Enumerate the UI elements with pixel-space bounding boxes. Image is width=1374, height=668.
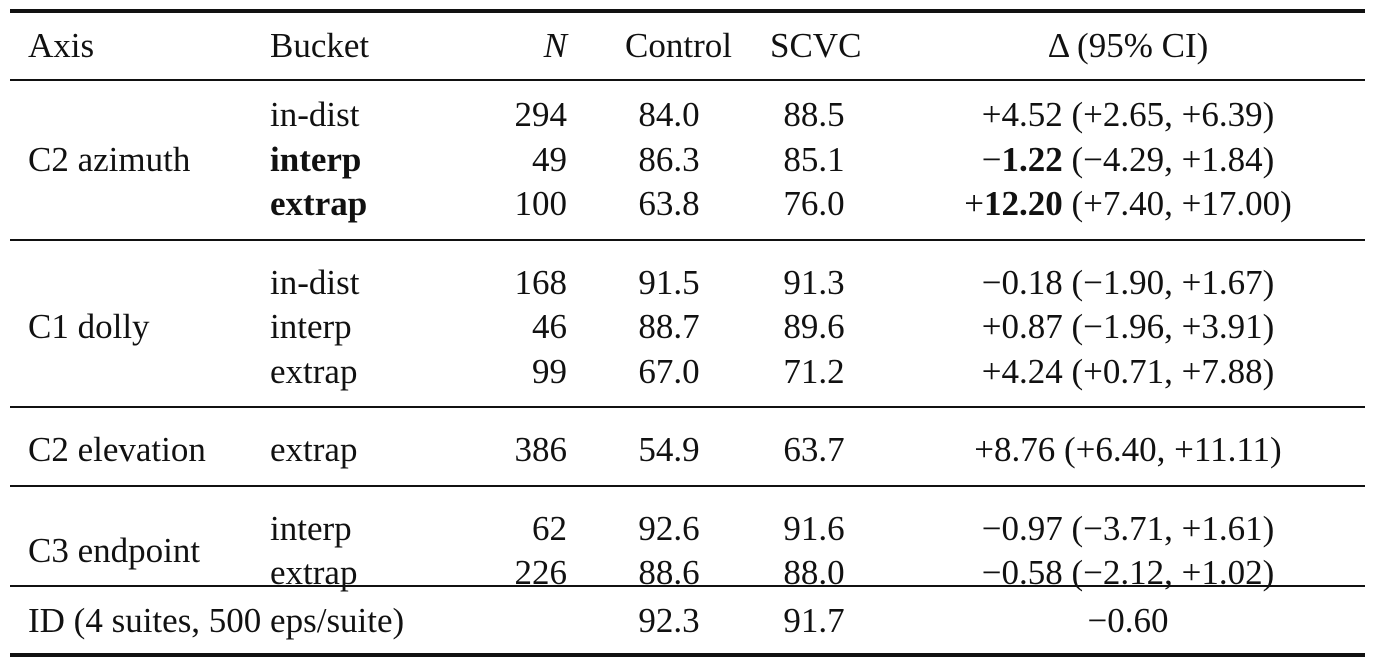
delta-ci: (+7.40, +17.00) [1062, 184, 1292, 223]
delta-sign: − [981, 553, 1002, 592]
scvc-cell: 76.0 [783, 184, 845, 223]
scvc-cell: 71.2 [783, 351, 845, 391]
delta-sign: + [974, 430, 995, 469]
bucket-cell: interp [270, 307, 352, 346]
delta-sign: + [981, 351, 1002, 391]
delta-ci: (+0.71, +7.88) [1062, 351, 1275, 391]
footer-scvc: 91.7 [783, 601, 845, 640]
control-cell: 84.0 [638, 95, 700, 134]
delta-ci: (+2.65, +6.39) [1062, 95, 1275, 134]
scvc-cell: 89.6 [783, 307, 845, 346]
n-cell: 294 [514, 95, 568, 134]
bucket-cell: extrap [270, 184, 368, 223]
delta-sign: − [981, 139, 1002, 179]
delta-cell: +8.76 (+6.40, +11.11) [903, 428, 1353, 472]
delta-cell: +4.52 (+2.65, +6.39) [903, 93, 1353, 137]
bucket-cell: interp [270, 139, 362, 179]
footer-delta: −0.60 [1087, 601, 1169, 640]
bucket-cell: interp [270, 508, 352, 548]
n-cell: 46 [532, 307, 567, 346]
delta-sign: − [981, 262, 1002, 302]
axis-label: C2 azimuth [28, 139, 191, 179]
header-scvc: SCVC [770, 26, 862, 65]
control-cell: 54.9 [638, 430, 700, 469]
delta-sign: − [981, 508, 1002, 548]
scvc-cell: 91.3 [783, 262, 845, 302]
bucket-cell: extrap [270, 351, 358, 391]
delta-ci: (+6.40, +11.11) [1055, 430, 1282, 469]
control-cell: 88.6 [638, 553, 700, 592]
control-cell: 88.7 [638, 307, 700, 346]
bottom-rule [10, 653, 1365, 657]
control-cell: 92.6 [638, 508, 700, 548]
delta-ci: (−4.29, +1.84) [1062, 139, 1275, 179]
n-cell: 99 [532, 351, 567, 391]
control-cell: 86.3 [638, 139, 700, 179]
delta-cell: +0.87 (−1.96, +3.91) [903, 305, 1353, 349]
bucket-cell: in-dist [270, 95, 360, 134]
header-bucket: Bucket [270, 26, 370, 65]
scvc-cell: 63.7 [783, 430, 845, 469]
bucket-cell: extrap [270, 553, 358, 592]
control-cell: 91.5 [638, 262, 700, 302]
axis-label: C3 endpoint [28, 531, 201, 570]
group-rule [10, 238, 1365, 241]
n-cell: 49 [532, 139, 567, 179]
delta-cell: −0.97 (−3.71, +1.61) [903, 507, 1353, 551]
delta-value: 12.20 [983, 184, 1063, 223]
n-cell: 226 [514, 553, 568, 592]
delta-value: 4.52 [1001, 95, 1063, 134]
delta-ci: (−3.71, +1.61) [1062, 508, 1275, 548]
n-cell: 100 [514, 184, 568, 223]
header-rule [10, 79, 1365, 81]
delta-sign: + [981, 95, 1002, 134]
delta-sign: + [964, 184, 984, 223]
delta-cell: +12.20 (+7.40, +17.00) [903, 182, 1353, 226]
axis-label: C1 dolly [28, 307, 150, 347]
footer-rule [10, 585, 1365, 587]
delta-value: 1.22 [1001, 139, 1063, 179]
axis-label: C2 elevation [28, 430, 206, 470]
delta-value: 4.24 [1001, 351, 1063, 391]
delta-value: 8.76 [994, 430, 1056, 469]
delta-sign: + [981, 307, 1002, 346]
delta-cell: −0.58 (−2.12, +1.02) [903, 551, 1353, 595]
delta-value: 0.97 [1001, 508, 1063, 548]
scvc-cell: 88.0 [783, 553, 845, 592]
delta-ci: (−1.96, +3.91) [1062, 307, 1275, 346]
n-cell: 62 [532, 508, 567, 548]
delta-cell: −0.18 (−1.90, +1.67) [903, 261, 1353, 305]
control-cell: 67.0 [638, 351, 700, 391]
footer-label: ID (4 suites, 500 eps/suite) [28, 601, 405, 640]
scvc-cell: 91.6 [783, 508, 845, 548]
header-delta: Δ (95% CI) [1047, 26, 1209, 65]
n-cell: 386 [514, 430, 568, 469]
delta-cell: −1.22 (−4.29, +1.84) [903, 138, 1353, 182]
delta-cell: +4.24 (+0.71, +7.88) [903, 350, 1353, 394]
header-n: N [543, 26, 567, 65]
n-cell: 168 [514, 262, 568, 302]
control-cell: 63.8 [638, 184, 700, 223]
scvc-cell: 85.1 [783, 139, 845, 179]
header-axis: Axis [28, 26, 95, 65]
delta-value: 0.87 [1001, 307, 1063, 346]
delta-value: 0.18 [1001, 262, 1063, 302]
delta-ci: (−1.90, +1.67) [1062, 262, 1275, 302]
footer-control: 92.3 [638, 601, 700, 640]
bucket-cell: extrap [270, 430, 358, 469]
scvc-cell: 88.5 [783, 95, 845, 134]
header-control: Control [625, 26, 732, 65]
group-rule [10, 484, 1365, 487]
top-rule [10, 9, 1365, 13]
group-rule [10, 406, 1365, 408]
bucket-cell: in-dist [270, 262, 360, 302]
